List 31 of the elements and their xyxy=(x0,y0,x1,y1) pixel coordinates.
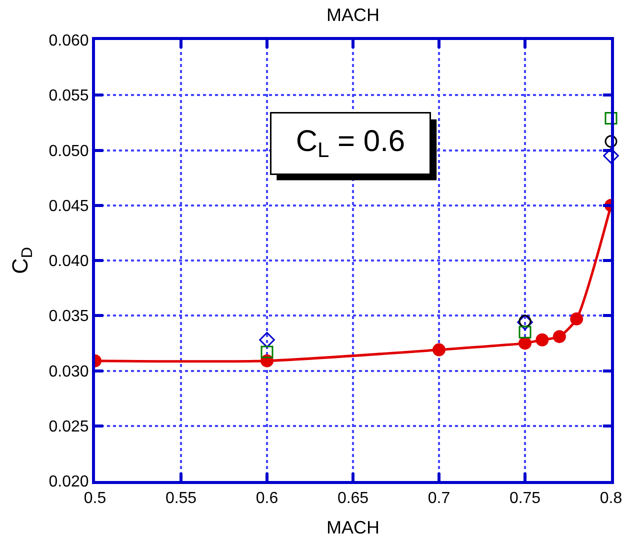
x-tick-label: 0.6 xyxy=(256,490,278,508)
x-tick-label: 0.7 xyxy=(428,490,450,508)
y-tick-label: 0.030 xyxy=(48,363,89,380)
point xyxy=(570,312,584,326)
point xyxy=(604,112,618,125)
point xyxy=(536,333,549,346)
y-tick-label: 0.040 xyxy=(48,253,89,270)
x-tick-label: 0.5 xyxy=(84,490,106,508)
point xyxy=(552,330,566,344)
point xyxy=(603,148,619,164)
y-tick-label: 0.045 xyxy=(48,198,89,215)
point xyxy=(604,135,618,148)
chart-title: MACH xyxy=(326,4,380,25)
x-tick-label: 0.65 xyxy=(337,490,369,508)
x-tick-label: 0.55 xyxy=(165,490,197,508)
annotation: C$_{L}$ = 0.6 xyxy=(296,124,406,162)
x-tick-label: 0.8 xyxy=(600,490,622,508)
point xyxy=(432,343,446,356)
y-tick-label: 0.060 xyxy=(48,32,89,50)
y-tick-label: 0.035 xyxy=(48,308,89,326)
y-tick-label: 0.020 xyxy=(48,474,89,491)
point xyxy=(518,336,532,350)
y-tick-label: 0.025 xyxy=(48,418,89,436)
x-tick-label: 0.75 xyxy=(509,490,541,508)
point xyxy=(517,314,533,330)
y-tick-label: 0.055 xyxy=(48,88,89,105)
point xyxy=(259,332,275,348)
y-tick-label: 0.050 xyxy=(48,142,89,160)
point xyxy=(260,346,274,358)
point xyxy=(518,326,532,338)
x-axis-title: MACH xyxy=(326,517,380,538)
